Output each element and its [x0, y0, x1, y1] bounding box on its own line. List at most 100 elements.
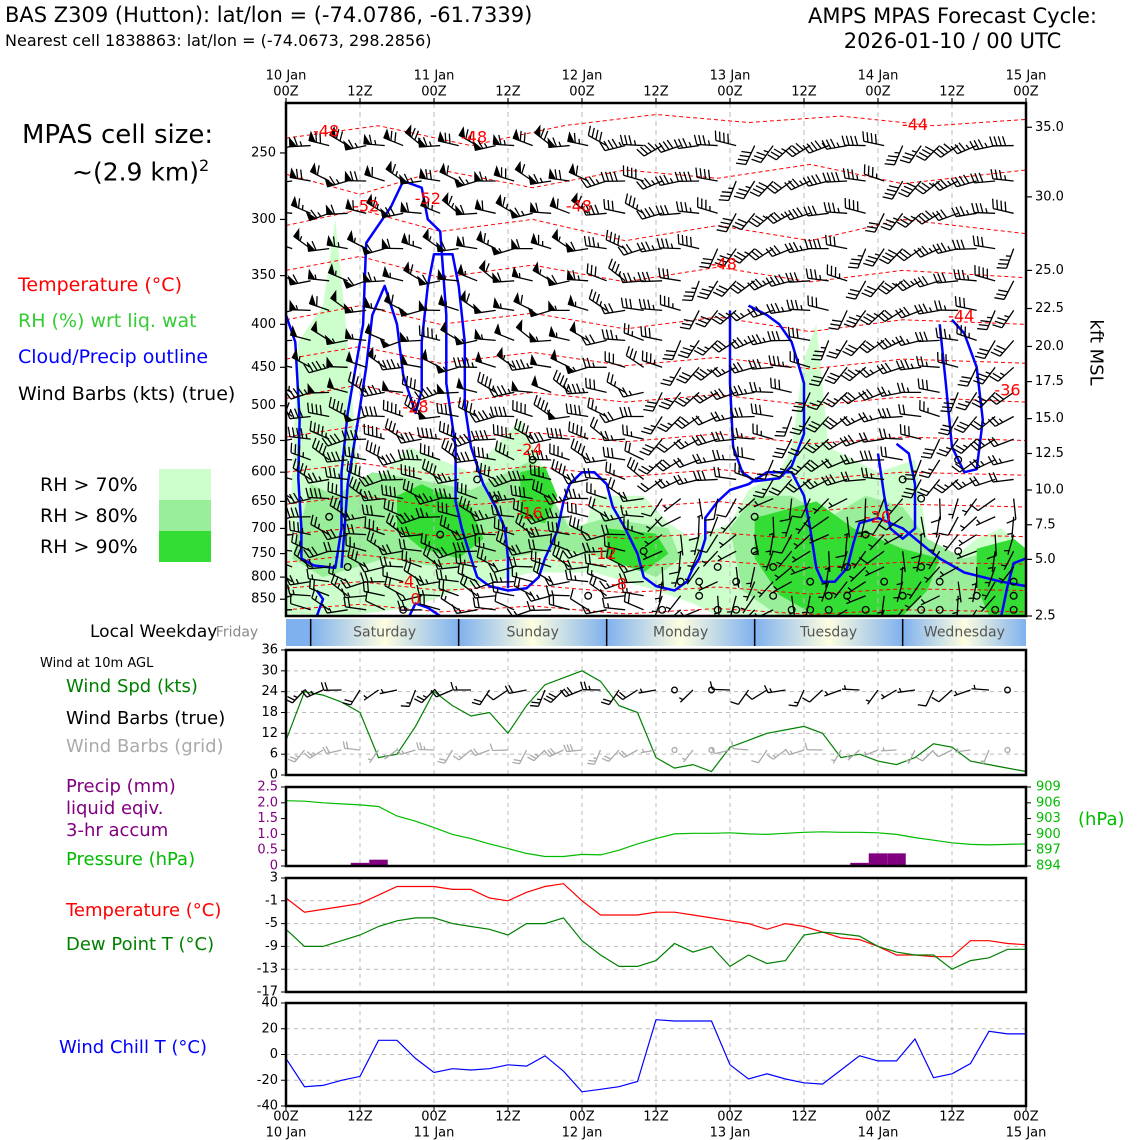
- barb-flag: [295, 168, 299, 179]
- barb-flag: [752, 188, 763, 194]
- barb-flag: [665, 350, 676, 353]
- barb-flag: [587, 762, 595, 765]
- barb-flag: [895, 253, 905, 262]
- barb-pennant: [362, 271, 372, 283]
- barb-staff: [586, 533, 607, 542]
- barb-flag: [788, 483, 798, 491]
- barb-staff: [531, 559, 552, 568]
- barb-staff: [1011, 516, 1015, 538]
- barb-half: [484, 176, 488, 182]
- wind-barb-true: [709, 681, 731, 691]
- barb-flag: [563, 488, 568, 499]
- barb-flag: [333, 498, 338, 508]
- barb-flag: [304, 752, 311, 759]
- barb-flag: [858, 413, 865, 423]
- wind-barb: [855, 498, 867, 523]
- barb-flag: [884, 447, 887, 458]
- barb-flag: [610, 448, 614, 459]
- wind-barb: [364, 164, 385, 182]
- barb-flag: [917, 247, 925, 256]
- barb-flag: [396, 748, 402, 755]
- barb-flag: [791, 427, 802, 432]
- barb-staff: [385, 427, 404, 440]
- barb-flag: [567, 384, 573, 394]
- barb-flag: [602, 446, 606, 457]
- barb-flag: [552, 369, 558, 380]
- wind-barb: [377, 544, 404, 556]
- legend-rh80-swatch: [159, 500, 211, 531]
- barb-flag: [527, 539, 532, 550]
- barb-flag: [288, 493, 296, 503]
- barb-flag: [363, 386, 369, 396]
- barb-flag: [942, 424, 953, 428]
- barb-half: [851, 562, 857, 566]
- barb-pennant: [493, 165, 502, 178]
- barb-half: [1004, 175, 1007, 181]
- barb-half: [651, 245, 655, 251]
- barb-flag: [772, 455, 783, 459]
- barb-pennant: [568, 162, 576, 176]
- barb-flag: [804, 447, 814, 454]
- barb-flag: [895, 283, 904, 292]
- wind-barb: [618, 572, 644, 584]
- barb-staff: [289, 435, 311, 440]
- wind-barb: [545, 585, 570, 597]
- barb-pennant: [492, 272, 501, 283]
- barb-half: [469, 507, 473, 513]
- barb-flag: [950, 145, 958, 155]
- barb-flag: [775, 330, 780, 341]
- barb-flag: [531, 449, 536, 460]
- barb-flag: [692, 373, 702, 381]
- barb-flag: [987, 438, 995, 448]
- barb-half: [410, 515, 415, 520]
- barb-half: [551, 590, 554, 596]
- wind-barb: [551, 458, 571, 480]
- barb-flag: [607, 476, 612, 487]
- barb-flag: [804, 238, 809, 249]
- barb-half: [580, 202, 584, 209]
- barb-half: [578, 493, 581, 499]
- barb-staff: [366, 539, 386, 552]
- wind-barb: [895, 359, 922, 371]
- barb-staff: [604, 415, 626, 424]
- wind-barb: [608, 258, 626, 282]
- barb-flag: [870, 133, 873, 144]
- wind-barb: [513, 291, 533, 311]
- barb-staff: [476, 556, 496, 568]
- barb-flag: [359, 491, 365, 502]
- barb-flag: [765, 248, 773, 257]
- wind-barb: [419, 594, 441, 611]
- barb-flag: [641, 512, 651, 517]
- barb-flag: [525, 592, 532, 602]
- wind-barb: [526, 600, 552, 612]
- wind-barb: [954, 296, 977, 312]
- barb-flag: [702, 135, 706, 146]
- barb-flag: [461, 541, 466, 552]
- barb-half: [299, 235, 303, 242]
- barb-flag: [340, 579, 347, 589]
- wind-barb: [347, 371, 367, 393]
- wind-barb: [923, 566, 941, 583]
- barb-flag: [932, 212, 940, 221]
- barb-flag: [324, 682, 329, 691]
- wind-barb: [643, 392, 663, 412]
- barb-half: [590, 570, 593, 576]
- wind-barb: [492, 424, 515, 440]
- barb-flag: [354, 551, 359, 562]
- barb-staff: [793, 478, 811, 493]
- barb-flag: [339, 402, 344, 413]
- barb-staff: [730, 595, 737, 616]
- barb-half: [944, 484, 950, 488]
- wind-barb-true: [1004, 686, 1011, 694]
- barb-flag: [502, 406, 507, 417]
- barb-flag: [466, 500, 470, 511]
- barb-flag: [515, 544, 522, 554]
- barb-staff: [905, 595, 922, 612]
- wind-barb: [861, 605, 870, 614]
- barb-flag: [773, 181, 783, 189]
- barb-flag: [998, 169, 1003, 180]
- wind-barb: [347, 546, 367, 568]
- barb-staff: [846, 595, 866, 605]
- wind-barb: [358, 562, 385, 573]
- barb-flag: [646, 401, 657, 405]
